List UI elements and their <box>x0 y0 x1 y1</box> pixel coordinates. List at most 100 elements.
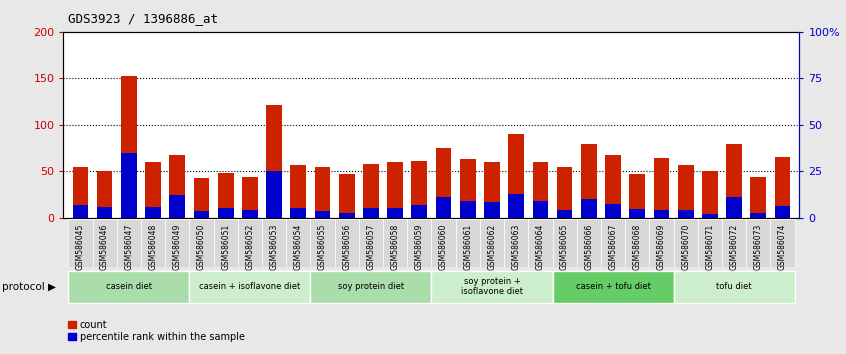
Bar <box>407 219 431 267</box>
Bar <box>92 219 117 267</box>
Bar <box>504 219 528 267</box>
Text: GSM586050: GSM586050 <box>197 223 206 270</box>
Bar <box>698 219 722 267</box>
Text: GSM586074: GSM586074 <box>778 223 787 270</box>
Bar <box>73 205 88 218</box>
Bar <box>169 154 185 218</box>
Text: casein + tofu diet: casein + tofu diet <box>575 282 651 291</box>
Bar <box>339 213 354 218</box>
Bar <box>629 209 645 218</box>
Bar <box>581 144 596 218</box>
Bar <box>601 219 625 267</box>
Bar <box>654 158 669 218</box>
Bar <box>310 219 335 267</box>
Bar <box>242 210 258 218</box>
Bar <box>387 209 403 218</box>
Bar <box>746 219 771 267</box>
Bar <box>266 105 282 218</box>
Text: GSM586072: GSM586072 <box>729 223 739 269</box>
Text: GSM586059: GSM586059 <box>415 223 424 270</box>
Text: GSM586066: GSM586066 <box>585 223 593 270</box>
Text: GSM586053: GSM586053 <box>270 223 278 270</box>
Text: GSM586067: GSM586067 <box>608 223 618 270</box>
Text: protocol: protocol <box>2 282 45 292</box>
Bar <box>750 213 766 218</box>
Bar <box>771 219 794 267</box>
Text: GSM586046: GSM586046 <box>100 223 109 270</box>
Bar <box>508 194 524 218</box>
Bar <box>146 207 161 218</box>
Bar <box>577 219 601 267</box>
Bar <box>286 219 310 267</box>
Bar <box>69 219 92 267</box>
Text: GSM586051: GSM586051 <box>221 223 230 269</box>
Bar <box>262 219 286 267</box>
Bar <box>722 219 746 267</box>
Bar <box>383 219 407 267</box>
Text: GSM586065: GSM586065 <box>560 223 569 270</box>
Bar <box>194 178 209 218</box>
Text: GSM586071: GSM586071 <box>706 223 714 269</box>
Text: GSM586048: GSM586048 <box>149 223 157 269</box>
Bar <box>629 174 645 218</box>
Bar <box>290 209 306 218</box>
Bar <box>359 219 383 267</box>
Bar <box>310 271 431 303</box>
Bar <box>552 219 577 267</box>
Bar <box>678 165 694 218</box>
Bar <box>528 219 552 267</box>
Bar <box>775 157 790 218</box>
Text: tofu diet: tofu diet <box>717 282 752 291</box>
Text: ▶: ▶ <box>48 282 56 292</box>
Text: GSM586061: GSM586061 <box>464 223 472 269</box>
Bar <box>96 171 113 218</box>
Bar <box>436 197 452 218</box>
Bar <box>431 271 552 303</box>
Bar <box>213 219 238 267</box>
Bar <box>702 171 717 218</box>
Bar <box>339 174 354 218</box>
Bar <box>217 173 233 218</box>
Text: GSM586069: GSM586069 <box>657 223 666 270</box>
Text: GSM586045: GSM586045 <box>76 223 85 270</box>
Bar <box>532 201 548 218</box>
Bar <box>702 214 717 218</box>
Text: casein diet: casein diet <box>106 282 151 291</box>
Bar <box>581 199 596 218</box>
Bar <box>625 219 650 267</box>
Bar <box>165 219 190 267</box>
Bar <box>73 167 88 218</box>
Bar <box>146 162 161 218</box>
Bar <box>315 167 331 218</box>
Bar <box>650 219 673 267</box>
Text: soy protein diet: soy protein diet <box>338 282 404 291</box>
Bar <box>121 76 137 218</box>
Bar <box>411 161 427 218</box>
Bar <box>484 202 500 218</box>
Bar <box>190 271 310 303</box>
Text: GSM586055: GSM586055 <box>318 223 327 270</box>
Text: GSM586049: GSM586049 <box>173 223 182 270</box>
Bar <box>557 210 573 218</box>
Bar <box>290 165 306 218</box>
Bar <box>552 271 673 303</box>
Bar <box>654 210 669 218</box>
Bar <box>673 219 698 267</box>
Text: GDS3923 / 1396886_at: GDS3923 / 1396886_at <box>68 12 217 25</box>
Bar <box>673 271 794 303</box>
Bar <box>266 171 282 218</box>
Bar <box>532 162 548 218</box>
Text: GSM586058: GSM586058 <box>391 223 399 269</box>
Bar <box>484 162 500 218</box>
Bar <box>242 177 258 218</box>
Bar <box>315 211 331 218</box>
Text: casein + isoflavone diet: casein + isoflavone diet <box>200 282 300 291</box>
Bar <box>194 211 209 218</box>
Bar <box>508 134 524 218</box>
Text: GSM586068: GSM586068 <box>633 223 642 269</box>
Text: GSM586062: GSM586062 <box>487 223 497 269</box>
Text: GSM586056: GSM586056 <box>343 223 351 270</box>
Text: GSM586060: GSM586060 <box>439 223 448 270</box>
Bar <box>460 159 475 218</box>
Bar <box>456 219 480 267</box>
